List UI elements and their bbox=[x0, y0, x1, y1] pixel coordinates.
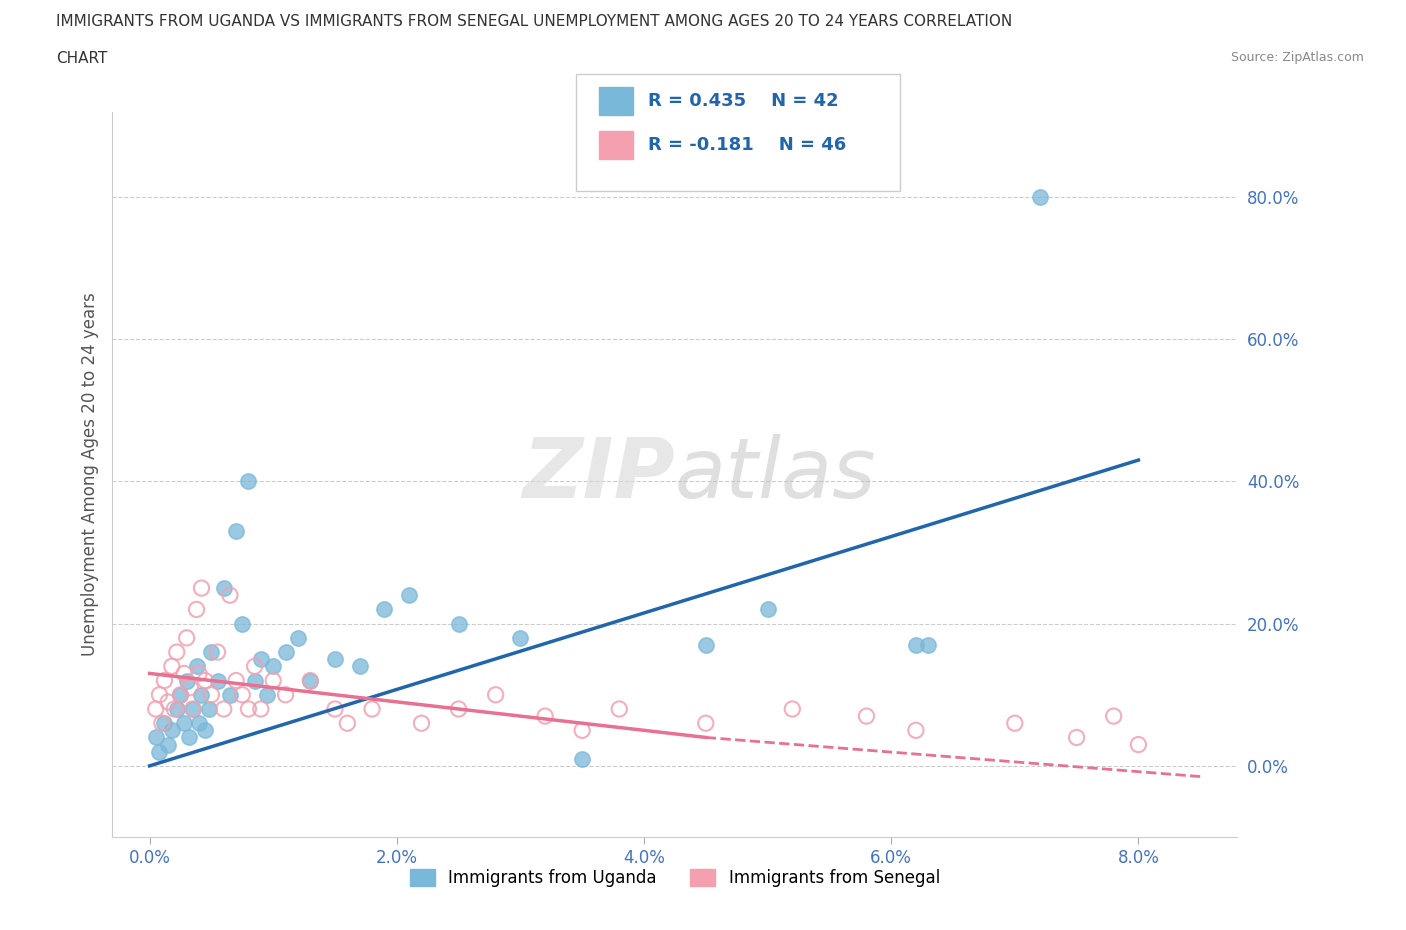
Point bbox=[249, 701, 271, 716]
Text: ZIP: ZIP bbox=[522, 433, 675, 515]
Point bbox=[157, 695, 180, 710]
Y-axis label: Unemployment Among Ages 20 to 24 years: Unemployment Among Ages 20 to 24 years bbox=[80, 292, 98, 657]
Point bbox=[509, 631, 531, 645]
Point bbox=[194, 673, 217, 688]
Point bbox=[169, 687, 191, 702]
Legend: Immigrants from Uganda, Immigrants from Senegal: Immigrants from Uganda, Immigrants from … bbox=[404, 862, 946, 894]
Point bbox=[323, 652, 346, 667]
Point bbox=[145, 701, 167, 716]
Point bbox=[166, 644, 188, 659]
Text: R = -0.181    N = 46: R = -0.181 N = 46 bbox=[648, 136, 846, 154]
Point bbox=[173, 716, 195, 731]
Point bbox=[299, 673, 322, 688]
Point bbox=[274, 644, 297, 659]
Text: Source: ZipAtlas.com: Source: ZipAtlas.com bbox=[1230, 51, 1364, 64]
Point bbox=[695, 716, 717, 731]
Point bbox=[411, 716, 433, 731]
Point bbox=[225, 524, 247, 538]
Point bbox=[398, 588, 420, 603]
Point bbox=[207, 673, 229, 688]
Text: IMMIGRANTS FROM UGANDA VS IMMIGRANTS FROM SENEGAL UNEMPLOYMENT AMONG AGES 20 TO : IMMIGRANTS FROM UGANDA VS IMMIGRANTS FRO… bbox=[56, 14, 1012, 29]
Point bbox=[186, 602, 208, 617]
Point bbox=[1102, 709, 1125, 724]
Point bbox=[153, 716, 176, 731]
Point bbox=[150, 716, 173, 731]
Point bbox=[190, 687, 212, 702]
Point bbox=[179, 680, 201, 695]
Point bbox=[166, 701, 188, 716]
Point bbox=[262, 658, 284, 673]
Point bbox=[173, 666, 195, 681]
Point bbox=[186, 658, 208, 673]
Point bbox=[904, 638, 927, 653]
Point bbox=[181, 701, 204, 716]
Point bbox=[219, 588, 242, 603]
Point bbox=[169, 687, 191, 702]
Point bbox=[287, 631, 309, 645]
Point bbox=[225, 673, 247, 688]
Point bbox=[207, 644, 229, 659]
Point bbox=[157, 737, 180, 752]
Text: atlas: atlas bbox=[675, 433, 876, 515]
Point bbox=[198, 701, 221, 716]
Point bbox=[181, 701, 204, 716]
Point bbox=[534, 709, 557, 724]
Point bbox=[361, 701, 384, 716]
Point bbox=[212, 580, 235, 595]
Point bbox=[274, 687, 297, 702]
Point bbox=[153, 673, 176, 688]
Point bbox=[219, 687, 242, 702]
Point bbox=[190, 580, 212, 595]
Text: CHART: CHART bbox=[56, 51, 108, 66]
Point bbox=[148, 687, 170, 702]
Point bbox=[485, 687, 508, 702]
Point bbox=[447, 617, 470, 631]
Point bbox=[571, 751, 593, 766]
Point bbox=[349, 658, 371, 673]
Point bbox=[917, 638, 939, 653]
Point bbox=[262, 673, 284, 688]
Point bbox=[188, 716, 211, 731]
Point bbox=[163, 701, 186, 716]
Point bbox=[238, 474, 260, 489]
Point bbox=[176, 631, 198, 645]
Point bbox=[1128, 737, 1150, 752]
Point bbox=[194, 723, 217, 737]
Point bbox=[855, 709, 877, 724]
Point bbox=[160, 658, 183, 673]
Point bbox=[1004, 716, 1026, 731]
Point bbox=[323, 701, 346, 716]
Point bbox=[160, 723, 183, 737]
Point bbox=[200, 644, 222, 659]
Point bbox=[200, 687, 222, 702]
Point bbox=[782, 701, 804, 716]
Point bbox=[238, 701, 260, 716]
Point bbox=[756, 602, 779, 617]
Point bbox=[249, 652, 271, 667]
Point bbox=[695, 638, 717, 653]
Point bbox=[148, 744, 170, 759]
Point bbox=[447, 701, 470, 716]
Point bbox=[571, 723, 593, 737]
Point bbox=[145, 730, 167, 745]
Point bbox=[1066, 730, 1088, 745]
Point bbox=[231, 687, 253, 702]
Point bbox=[212, 701, 235, 716]
Point bbox=[1028, 190, 1050, 205]
Point bbox=[243, 658, 266, 673]
Point bbox=[336, 716, 359, 731]
Point bbox=[299, 673, 322, 688]
Text: R = 0.435    N = 42: R = 0.435 N = 42 bbox=[648, 92, 839, 111]
Point bbox=[188, 666, 211, 681]
Point bbox=[179, 730, 201, 745]
Point bbox=[904, 723, 927, 737]
Point bbox=[256, 687, 278, 702]
Point bbox=[373, 602, 395, 617]
Point bbox=[607, 701, 630, 716]
Point bbox=[176, 673, 198, 688]
Point bbox=[231, 617, 253, 631]
Point bbox=[243, 673, 266, 688]
